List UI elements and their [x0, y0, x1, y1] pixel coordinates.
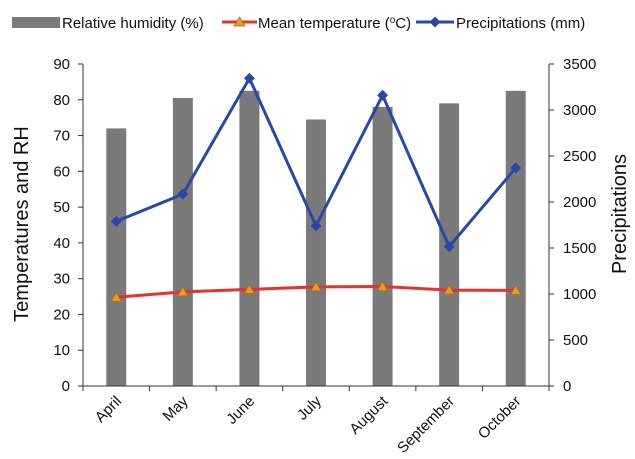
- y-tick-label-40: 40: [53, 235, 70, 252]
- humidity-bar-july: [306, 119, 326, 386]
- precipitation-point-september: [443, 241, 455, 253]
- y-tick-label-80: 80: [53, 92, 70, 109]
- x-tick-label-april: April: [92, 393, 125, 426]
- legend-label-temperature: Mean temperature (oC): [258, 15, 411, 32]
- legend-label-precipitation: Precipitations (mm): [456, 15, 585, 32]
- y2-tick-label-3000: 3000: [563, 102, 596, 119]
- x-tick-label-may: May: [160, 392, 192, 424]
- y-axis-title: Temperatures and RH: [11, 126, 33, 322]
- precipitation-point-may: [177, 188, 189, 200]
- precipitation-point-august: [377, 89, 389, 101]
- y-tick-label-10: 10: [53, 342, 70, 359]
- temperature-point-july: [310, 281, 322, 292]
- legend-marker-precipitation: [429, 16, 441, 28]
- legend-label-temperature-sup: o: [390, 15, 396, 26]
- x-tick-label-august: August: [346, 392, 392, 438]
- y-tick-label-50: 50: [53, 199, 70, 216]
- legend-label-humidity: Relative humidity (%): [62, 15, 204, 32]
- plot-area: 0 10 20 30 40 50 60 70 80 90 0 500 1000 1500 2000 2500 3…: [53, 56, 596, 457]
- temperature-point-october: [510, 284, 522, 295]
- y-tick-label-30: 30: [53, 271, 70, 288]
- x-tick-label-june: June: [223, 393, 258, 428]
- precipitation-point-july: [310, 220, 322, 232]
- temperature-point-september: [443, 284, 455, 295]
- precipitation-point-april: [110, 215, 122, 227]
- legend-marker-temperature: [233, 16, 246, 27]
- temperature-point-april: [110, 291, 122, 302]
- temperature-point-august: [376, 280, 389, 291]
- legend: Relative humidity (%) Mean temperature (…: [12, 15, 585, 32]
- y2-tick-label-2000: 2000: [563, 194, 596, 211]
- y-tick-label-90: 90: [53, 56, 70, 73]
- y2-tick-label-3500: 3500: [563, 56, 596, 73]
- y-tick-label-60: 60: [53, 163, 70, 180]
- precipitation-point-june: [243, 72, 255, 84]
- x-tick-label-october: October: [475, 393, 525, 443]
- humidity-bar-april: [106, 128, 127, 386]
- legend-swatch-humidity: [12, 17, 60, 28]
- temperature-point-june: [243, 283, 256, 294]
- y-tick-label-20: 20: [53, 306, 70, 323]
- humidity-bar-june: [239, 90, 260, 386]
- y2-tick-label-1500: 1500: [563, 240, 596, 257]
- y2-axis-title: Precipitations: [609, 154, 631, 274]
- precipitation-point-october: [510, 162, 522, 174]
- temperature-point-may: [177, 286, 189, 297]
- humidity-bar-august: [372, 106, 393, 386]
- y2-tick-label-1000: 1000: [563, 286, 596, 303]
- x-tick-label-september: September: [394, 393, 458, 457]
- humidity-bar-october: [505, 90, 526, 386]
- y-tick-label-70: 70: [53, 128, 70, 145]
- y2-tick-label-0: 0: [563, 378, 571, 395]
- y2-tick-label-500: 500: [563, 332, 588, 349]
- x-tick-label-july: July: [294, 392, 325, 423]
- humidity-bar-may: [172, 97, 193, 386]
- y2-tick-label-2500: 2500: [563, 148, 596, 165]
- y-tick-label-0: 0: [62, 378, 70, 395]
- legend-label-temperature-tail: C): [395, 15, 411, 32]
